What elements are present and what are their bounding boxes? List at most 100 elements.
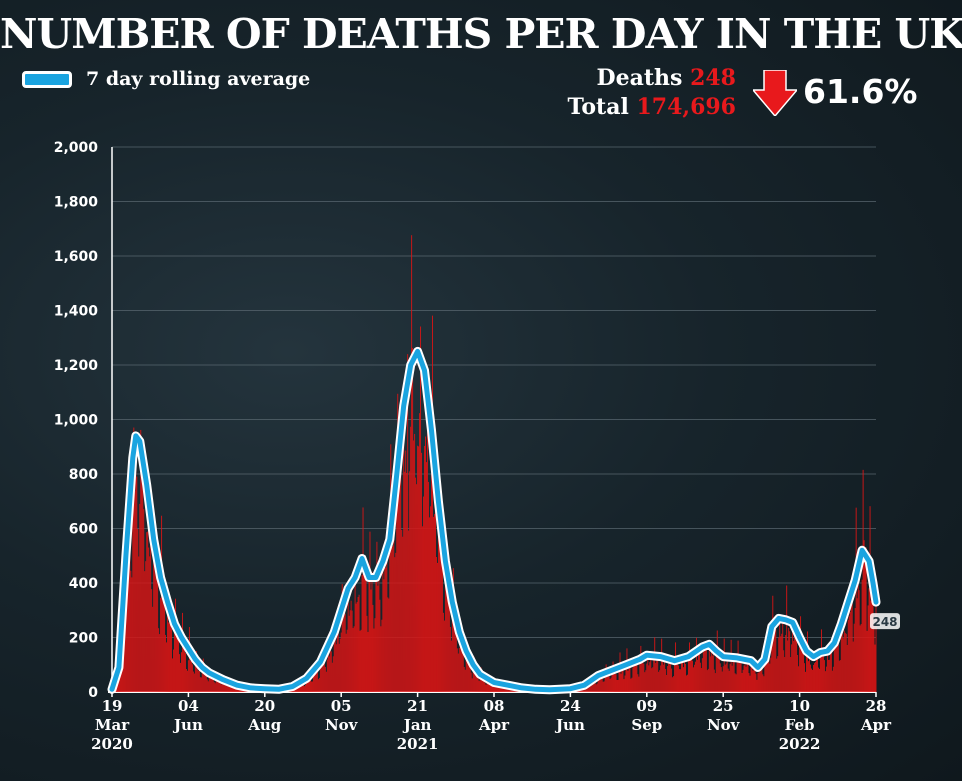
daily-bar: [611, 670, 613, 692]
daily-bar: [199, 677, 201, 692]
daily-bar: [304, 686, 305, 692]
daily-bar: [495, 685, 497, 692]
daily-bar: [674, 657, 676, 692]
daily-bar: [406, 472, 408, 692]
daily-bar: [850, 596, 852, 692]
daily-bar: [395, 552, 397, 692]
daily-bar: [440, 530, 442, 692]
daily-bar: [774, 622, 776, 692]
rolling-average-outline: [107, 346, 881, 695]
daily-bar: [377, 585, 379, 692]
daily-bar: [423, 496, 424, 692]
daily-bar: [141, 440, 143, 692]
daily-bar: [743, 665, 745, 692]
daily-bar: [621, 669, 623, 692]
daily-bar: [333, 626, 335, 692]
daily-bar: [658, 671, 660, 692]
daily-bar: [499, 686, 501, 692]
daily-bar: [725, 663, 727, 692]
daily-bar: [641, 657, 643, 692]
daily-bar: [190, 656, 192, 692]
daily-bar: [221, 684, 223, 692]
daily-bar: [696, 659, 698, 692]
daily-bar: [862, 469, 864, 692]
x-tick-day: 25: [713, 697, 734, 715]
daily-bar: [485, 684, 487, 692]
daily-bar: [734, 673, 736, 692]
daily-bar: [412, 348, 414, 692]
daily-bar: [341, 584, 343, 692]
daily-bar: [131, 577, 133, 692]
daily-bar: [176, 624, 177, 692]
daily-bar: [436, 562, 438, 692]
daily-bar: [195, 651, 197, 692]
daily-bar: [156, 570, 158, 692]
daily-bar: [654, 637, 656, 692]
daily-bar: [320, 665, 322, 692]
daily-bar: [339, 638, 341, 692]
daily-bar: [380, 626, 382, 692]
daily-bar: [700, 668, 702, 692]
daily-bar: [443, 620, 445, 692]
daily-bar: [389, 537, 391, 692]
daily-bar: [502, 685, 504, 692]
daily-bar: [825, 666, 827, 692]
y-tick-label: 1,200: [54, 358, 99, 374]
y-tick-label: 1,400: [54, 304, 99, 320]
daily-bar: [348, 615, 350, 692]
daily-bar: [813, 664, 814, 692]
daily-bar: [858, 590, 860, 692]
daily-bar: [706, 670, 708, 692]
daily-bar: [874, 644, 876, 692]
daily-bar: [124, 632, 126, 692]
daily-bar: [628, 664, 630, 692]
daily-bar: [345, 633, 347, 692]
daily-bar: [411, 235, 413, 692]
daily-bar: [695, 637, 697, 692]
daily-bar: [789, 631, 791, 692]
daily-bar: [735, 674, 737, 692]
daily-bar: [795, 623, 797, 692]
daily-bar: [135, 454, 137, 692]
daily-bar: [688, 656, 689, 692]
y-tick-label: 400: [69, 576, 98, 592]
daily-bar: [222, 681, 224, 692]
daily-bar: [421, 452, 423, 692]
daily-bar: [769, 663, 771, 692]
daily-bar: [616, 679, 618, 692]
daily-bar: [746, 658, 748, 692]
x-tick-month: Aug: [247, 716, 282, 734]
daily-bar: [362, 507, 364, 692]
daily-bar: [309, 676, 310, 692]
daily-bar: [749, 675, 751, 692]
daily-bar: [360, 629, 362, 692]
daily-bar: [593, 679, 595, 692]
daily-bar: [868, 588, 870, 692]
daily-bar: [838, 660, 840, 692]
daily-bar: [636, 657, 638, 692]
daily-bar: [824, 671, 826, 692]
daily-bar: [207, 681, 209, 692]
daily-bar: [752, 670, 754, 692]
daily-bar: [463, 666, 465, 692]
daily-bar: [776, 658, 778, 692]
daily-bar: [161, 515, 163, 692]
daily-bar: [723, 638, 725, 692]
daily-bar: [419, 413, 421, 692]
daily-bar: [215, 677, 217, 692]
daily-bar: [363, 574, 365, 692]
daily-bar: [747, 661, 749, 692]
daily-bar: [227, 685, 229, 692]
daily-bar: [370, 589, 372, 692]
daily-bar: [606, 670, 608, 692]
daily-bar: [355, 603, 357, 692]
daily-bar: [409, 471, 411, 692]
daily-bar: [182, 642, 184, 692]
daily-bar: [596, 683, 598, 692]
daily-bar: [852, 641, 854, 692]
daily-bar: [848, 616, 850, 692]
daily-bar: [351, 610, 353, 692]
daily-bar: [582, 689, 584, 692]
daily-bar: [169, 609, 170, 692]
